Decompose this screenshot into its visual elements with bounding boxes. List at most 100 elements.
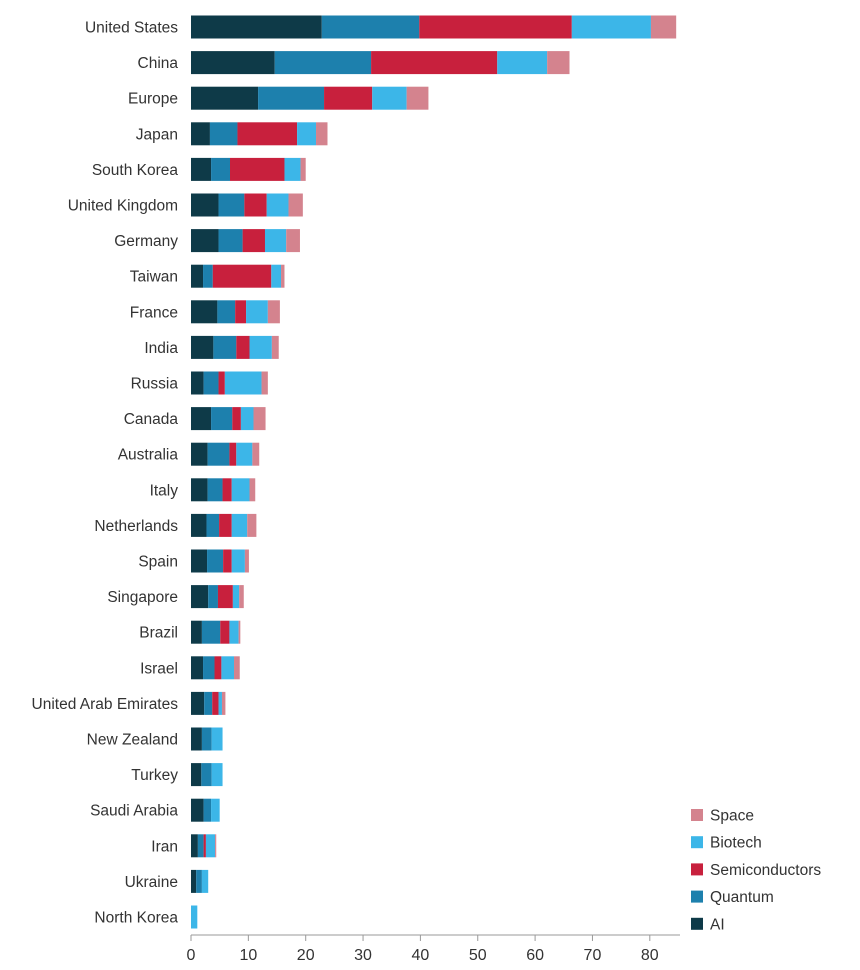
bar-new-zealand-biotech xyxy=(211,727,223,751)
bar-iran-semiconductors xyxy=(203,834,206,858)
bar-china-space xyxy=(547,51,570,75)
x-tick-label-10: 10 xyxy=(239,947,257,964)
category-label-australia: Australia xyxy=(118,447,179,464)
bar-canada-ai xyxy=(191,407,212,431)
bar-japan-biotech xyxy=(297,122,317,146)
x-tick-label-0: 0 xyxy=(187,947,196,964)
bar-india-ai xyxy=(191,335,214,359)
legend-swatch-ai xyxy=(691,917,703,930)
bar-germany-space xyxy=(286,229,300,253)
category-label-singapore: Singapore xyxy=(107,589,178,606)
bar-italy-space xyxy=(249,478,256,502)
bar-canada-semiconductors xyxy=(232,407,241,431)
bar-canada-quantum xyxy=(211,407,233,431)
bar-india-quantum xyxy=(213,335,237,359)
bar-united-arab-emirates-biotech xyxy=(218,691,222,715)
bar-united-arab-emirates-semiconductors xyxy=(212,691,219,715)
bar-australia-semiconductors xyxy=(229,442,237,466)
bar-brazil-ai xyxy=(191,620,202,644)
bar-netherlands-ai xyxy=(191,513,207,537)
bar-united-kingdom-ai xyxy=(191,193,219,217)
category-label-iran: Iran xyxy=(151,838,178,855)
category-label-canada: Canada xyxy=(124,411,179,428)
bar-united-states-quantum xyxy=(321,15,420,39)
bar-spain-ai xyxy=(191,549,208,573)
bar-spain-semiconductors xyxy=(223,549,232,573)
x-tick-label-70: 70 xyxy=(584,947,602,964)
category-label-new-zealand: New Zealand xyxy=(87,732,178,749)
bar-spain-space xyxy=(244,549,249,573)
bar-united-arab-emirates-quantum xyxy=(204,691,213,715)
bar-italy-semiconductors xyxy=(222,478,232,502)
category-label-germany: Germany xyxy=(114,233,178,250)
bar-israel-quantum xyxy=(203,656,215,680)
legend-swatch-quantum xyxy=(691,890,703,903)
bar-india-biotech xyxy=(249,335,272,359)
category-label-india: India xyxy=(144,340,178,357)
bar-australia-biotech xyxy=(236,442,253,466)
bar-singapore-ai xyxy=(191,585,209,609)
bar-singapore-biotech xyxy=(232,585,240,609)
bar-iran-ai xyxy=(191,834,198,858)
x-tick-label-40: 40 xyxy=(412,947,430,964)
category-label-united-states: United States xyxy=(85,20,178,37)
bar-brazil-biotech xyxy=(229,620,239,644)
bar-france-ai xyxy=(191,300,218,324)
bar-france-space xyxy=(267,300,280,324)
category-label-russia: Russia xyxy=(131,376,179,393)
legend-swatch-space xyxy=(691,809,703,821)
bar-russia-quantum xyxy=(203,371,219,395)
legend-swatch-biotech xyxy=(691,836,703,849)
bar-turkey-ai xyxy=(191,763,202,787)
bar-united-arab-emirates-space xyxy=(221,691,226,715)
bar-china-semiconductors xyxy=(371,51,498,75)
bar-iran-quantum xyxy=(197,834,204,858)
bar-south-korea-quantum xyxy=(211,157,230,181)
bar-taiwan-quantum xyxy=(203,264,213,288)
bar-saudi-arabia-ai xyxy=(191,798,204,822)
category-labels: United States China Europe Japan South Korea… xyxy=(32,20,179,927)
bar-israel-ai xyxy=(191,656,204,680)
bar-france-biotech xyxy=(246,300,268,324)
bar-united-states-ai xyxy=(191,15,322,39)
bar-italy-biotech xyxy=(231,478,250,502)
bar-taiwan-semiconductors xyxy=(212,264,272,288)
bar-japan-semiconductors xyxy=(237,122,298,146)
bar-europe-ai xyxy=(191,86,259,110)
legend: Space Biotech Semiconductors Quantum AI xyxy=(691,808,821,933)
legend-label-biotech: Biotech xyxy=(710,835,762,852)
bar-united-states-space xyxy=(650,15,677,39)
bar-iran-space xyxy=(215,834,217,858)
bar-germany-quantum xyxy=(218,229,243,253)
bar-united-kingdom-quantum xyxy=(218,193,245,217)
bar-japan-quantum xyxy=(209,122,238,146)
bar-united-kingdom-semiconductors xyxy=(244,193,267,217)
bar-spain-biotech xyxy=(231,549,245,573)
bar-saudi-arabia-quantum xyxy=(203,798,212,822)
bar-europe-semiconductors xyxy=(324,86,373,110)
bar-israel-biotech xyxy=(221,656,235,680)
bar-germany-biotech xyxy=(264,229,287,253)
bar-south-korea-space xyxy=(300,157,306,181)
bar-russia-biotech xyxy=(224,371,262,395)
category-label-brazil: Brazil xyxy=(139,625,178,642)
bar-europe-space xyxy=(406,86,429,110)
x-tick-label-50: 50 xyxy=(469,947,487,964)
bar-russia-semiconductors xyxy=(218,371,225,395)
bar-turkey-quantum xyxy=(201,763,212,787)
category-label-europe: Europe xyxy=(128,91,178,108)
bar-singapore-quantum xyxy=(208,585,218,609)
bar-turkey-biotech xyxy=(211,763,223,787)
bar-israel-semiconductors xyxy=(214,656,222,680)
bar-south-korea-biotech xyxy=(284,157,301,181)
bar-netherlands-space xyxy=(247,513,257,537)
bar-israel-space xyxy=(234,656,240,680)
bar-japan-ai xyxy=(191,122,210,146)
legend-label-ai: AI xyxy=(710,916,725,933)
bar-china-quantum xyxy=(274,51,372,75)
bars-group xyxy=(191,15,677,929)
bar-brazil-semiconductors xyxy=(220,620,230,644)
bar-united-arab-emirates-ai xyxy=(191,691,205,715)
bar-china-ai xyxy=(191,51,275,75)
